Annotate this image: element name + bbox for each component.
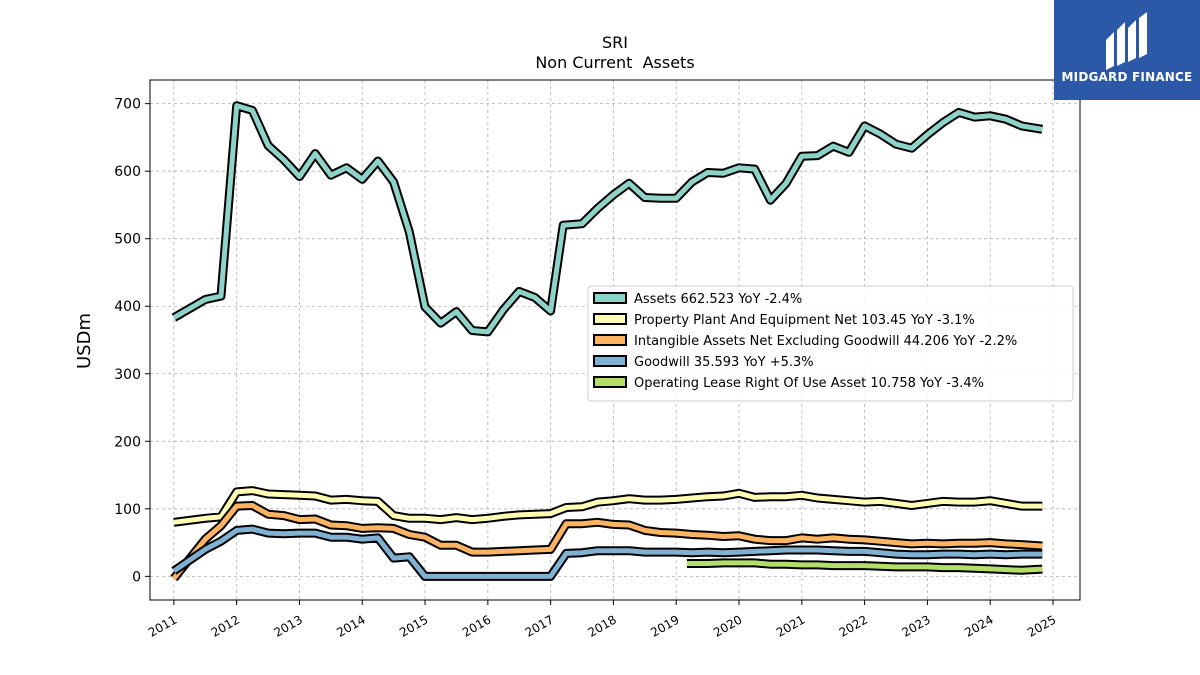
y-tick-label: 200 [114, 434, 141, 450]
x-tick-label: 2022 [837, 612, 870, 639]
legend-box [587, 285, 1074, 402]
y-tick-label: 0 [132, 569, 141, 585]
y-tick-label: 500 [114, 232, 141, 248]
y-axis-ticks: 0 100 200 300 400 500 600 700 [114, 97, 150, 585]
x-tick-label: 2015 [397, 612, 430, 639]
series-line [173, 488, 1043, 525]
y-tick-label: 600 [114, 164, 141, 180]
x-tick-label: 2011 [146, 612, 179, 639]
x-tick-label: 2025 [1025, 612, 1058, 639]
legend-swatch [593, 313, 627, 325]
x-tick-label: 2019 [648, 612, 681, 639]
x-tick-label: 2014 [334, 612, 367, 639]
plot-frame [149, 79, 1081, 601]
legend-swatch [593, 376, 627, 388]
x-tick-label: 2013 [271, 612, 304, 639]
legend-label: Operating Lease Right Of Use Asset 10.75… [634, 376, 984, 391]
y-tick-label: 700 [114, 97, 141, 113]
x-tick-label: 2023 [899, 612, 932, 639]
legend-swatch [593, 292, 627, 304]
series-1 [173, 486, 1043, 527]
legend-label: Property Plant And Equipment Net 103.45 … [634, 313, 975, 328]
x-tick-label: 2016 [460, 612, 493, 639]
series-3 [171, 524, 1043, 581]
y-tick-label: 100 [114, 502, 141, 518]
y-axis-label: USDm [74, 313, 95, 369]
x-tick-label: 2017 [523, 612, 556, 639]
legend-label: Goodwill 35.593 YoY +5.3% [634, 355, 814, 370]
series-line [172, 103, 1043, 335]
series-4 [686, 558, 1043, 575]
series-2 [170, 501, 1043, 582]
legend-label: Assets 662.523 YoY -2.4% [634, 292, 802, 307]
series-line [686, 560, 1043, 573]
x-tick-label: 2018 [585, 612, 618, 639]
chart-subtitle: Non Current Assets [535, 53, 694, 72]
y-tick-label: 400 [114, 299, 141, 315]
logo: MIDGARD FINANCE [1054, 0, 1200, 100]
series-line [171, 503, 1043, 580]
x-tick-label: 2021 [774, 612, 807, 639]
series-line [172, 526, 1043, 579]
x-tick-label: 2024 [962, 612, 995, 639]
logo-icon [1054, 0, 1200, 100]
legend: Assets 662.523 YoY -2.4% Property Plant A… [587, 285, 1074, 402]
legend-swatch [593, 355, 627, 367]
logo-text: MIDGARD FINANCE [1061, 70, 1193, 84]
series-0 [171, 101, 1044, 337]
y-tick-label: 300 [114, 367, 141, 383]
chart-title: SRI [602, 33, 628, 52]
legend-label: Intangible Assets Net Excluding Goodwill… [634, 334, 1017, 349]
legend-swatch [593, 334, 627, 346]
x-tick-label: 2020 [711, 612, 744, 639]
x-axis-ticks: 2011 2012 2013 2014 2015 2016 2017 2018 2019 2020… [146, 600, 1058, 640]
series-group [170, 101, 1044, 582]
x-tick-label: 2012 [209, 612, 242, 639]
